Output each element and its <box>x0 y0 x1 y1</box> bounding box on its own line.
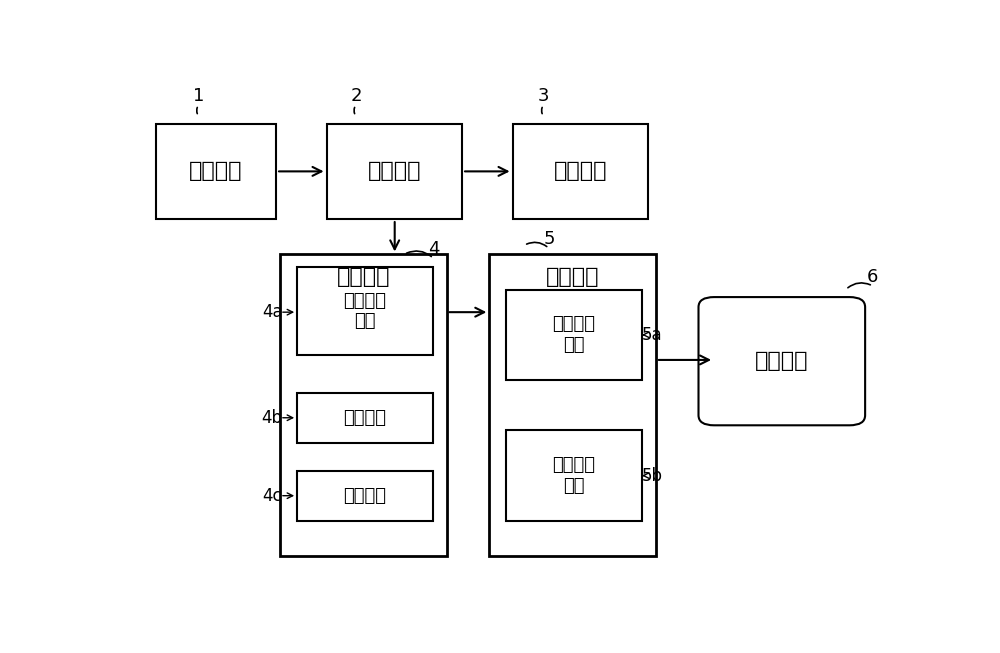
Text: 1: 1 <box>193 87 204 105</box>
Text: 第二调整
模块: 第二调整 模块 <box>553 456 596 495</box>
Text: 5: 5 <box>543 231 555 248</box>
Text: 3: 3 <box>538 87 549 105</box>
FancyBboxPatch shape <box>297 267 433 355</box>
Text: 4b: 4b <box>262 409 283 427</box>
Text: 计算模块: 计算模块 <box>368 161 421 182</box>
Text: 2: 2 <box>350 87 362 105</box>
Text: 模拟位置
模块: 模拟位置 模块 <box>343 291 386 330</box>
FancyBboxPatch shape <box>156 123 276 219</box>
Text: 4a: 4a <box>262 303 283 321</box>
Text: 调整模块: 调整模块 <box>546 267 599 287</box>
Text: 6: 6 <box>867 268 879 286</box>
FancyBboxPatch shape <box>326 123 462 219</box>
Text: 应用模块: 应用模块 <box>755 351 809 371</box>
FancyBboxPatch shape <box>506 430 642 521</box>
Text: 判断模块: 判断模块 <box>343 409 386 427</box>
Text: 5a: 5a <box>642 326 662 343</box>
Text: 显示模块: 显示模块 <box>554 161 607 182</box>
FancyBboxPatch shape <box>698 297 865 425</box>
FancyBboxPatch shape <box>506 289 642 380</box>
Text: 5b: 5b <box>642 467 662 485</box>
Text: 4: 4 <box>428 240 439 259</box>
FancyBboxPatch shape <box>280 254 447 556</box>
Text: 模拟模块: 模拟模块 <box>337 267 390 287</box>
Text: 4c: 4c <box>262 486 282 505</box>
FancyBboxPatch shape <box>297 471 433 521</box>
Text: 第一调整
模块: 第一调整 模块 <box>553 315 596 354</box>
Text: 运算模块: 运算模块 <box>343 486 386 505</box>
Text: 采集模块: 采集模块 <box>189 161 243 182</box>
FancyBboxPatch shape <box>489 254 656 556</box>
FancyBboxPatch shape <box>512 123 648 219</box>
FancyBboxPatch shape <box>297 392 433 443</box>
